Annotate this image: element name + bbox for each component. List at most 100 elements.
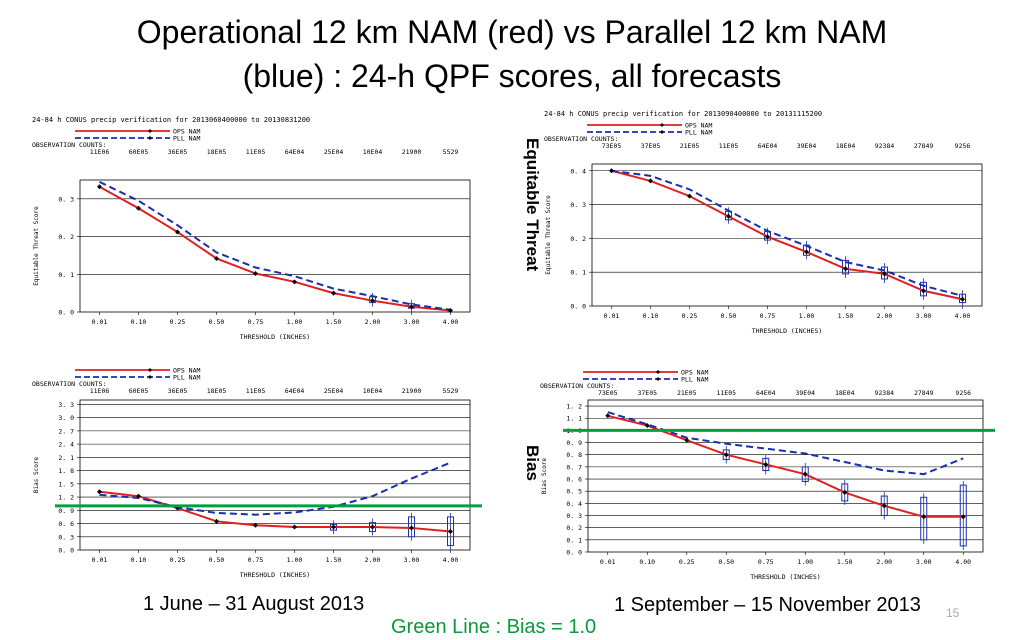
x-axis-label: THRESHOLD (INCHES) bbox=[752, 327, 822, 335]
data-point bbox=[253, 522, 258, 528]
series-line-pll bbox=[99, 461, 451, 516]
x-tick-label: 3.00 bbox=[404, 556, 420, 564]
y-tick-label: 0. 3 bbox=[58, 195, 74, 203]
data-point bbox=[97, 489, 102, 495]
data-point bbox=[409, 525, 414, 531]
y-tick-label: 0. 1 bbox=[58, 271, 74, 279]
y-tick-label: 3. 0 bbox=[58, 414, 74, 422]
y-tick-label: 0. 1 bbox=[566, 536, 582, 544]
y-tick-label: 0. 0 bbox=[566, 549, 582, 557]
obs-count: 73E05 bbox=[602, 142, 622, 150]
x-tick-label: 2.00 bbox=[877, 312, 893, 320]
x-tick-label: 0.10 bbox=[131, 556, 147, 564]
obs-count: 36E05 bbox=[168, 387, 188, 395]
x-tick-label: 0.50 bbox=[718, 558, 734, 566]
legend-label: PLL NAM bbox=[685, 129, 712, 137]
row-label-equitable-threat: Equitable Threat bbox=[523, 138, 542, 272]
x-tick-label: 1.00 bbox=[799, 312, 815, 320]
legend-label: PLL NAM bbox=[173, 135, 200, 143]
obs-count: 10E04 bbox=[363, 387, 383, 395]
obs-count: 18E05 bbox=[207, 387, 227, 395]
obs-count: 60E05 bbox=[129, 387, 149, 395]
x-tick-label: 3.00 bbox=[916, 312, 932, 320]
y-tick-label: 1. 5 bbox=[58, 480, 74, 488]
box-plot bbox=[920, 496, 928, 541]
obs-count: 64E04 bbox=[285, 387, 305, 395]
data-point bbox=[921, 514, 927, 520]
x-tick-label: 0.10 bbox=[639, 558, 655, 566]
y-tick-label: 1. 8 bbox=[58, 467, 74, 475]
data-point bbox=[804, 249, 809, 255]
series-line-pll bbox=[611, 169, 963, 297]
obs-count: 64E04 bbox=[758, 142, 778, 150]
obs-count: 92384 bbox=[874, 389, 894, 397]
x-tick-label: 0.01 bbox=[600, 558, 616, 566]
x-tick-label: 0.50 bbox=[209, 556, 225, 564]
x-tick-label: 1.50 bbox=[326, 318, 342, 326]
data-point bbox=[605, 413, 611, 419]
x-tick-label: 0.50 bbox=[721, 312, 737, 320]
chart-title: 24-84 h CONUS precip verification for 20… bbox=[32, 116, 310, 124]
x-tick-label: 2.00 bbox=[365, 556, 381, 564]
y-axis-label: Bias Score bbox=[541, 458, 548, 495]
box-plot bbox=[959, 484, 967, 547]
obs-count: 36E05 bbox=[168, 148, 188, 156]
x-tick-label: 0.75 bbox=[760, 312, 776, 320]
x-tick-label: 0.75 bbox=[758, 558, 774, 566]
x-tick-label: 1.50 bbox=[326, 556, 342, 564]
x-tick-label: 0.10 bbox=[643, 312, 659, 320]
plot-frame bbox=[79, 399, 471, 551]
obs-count: 37E05 bbox=[637, 389, 657, 397]
data-point bbox=[765, 234, 770, 240]
data-point bbox=[726, 213, 731, 219]
y-tick-label: 0. 3 bbox=[566, 512, 582, 520]
y-tick-label: 0. 2 bbox=[570, 235, 586, 243]
obs-count: 27849 bbox=[914, 389, 934, 397]
y-tick-label: 0. 9 bbox=[566, 439, 582, 447]
plot-frame bbox=[591, 163, 983, 307]
y-tick-label: 0. 1 bbox=[570, 269, 586, 277]
x-tick-label: 0.75 bbox=[248, 318, 264, 326]
legend-marker bbox=[660, 130, 664, 134]
y-tick-label: 3. 3 bbox=[58, 401, 74, 409]
y-tick-label: 0. 6 bbox=[566, 476, 582, 484]
series-line-ops bbox=[611, 169, 963, 301]
y-tick-label: 0. 5 bbox=[566, 488, 582, 496]
data-point bbox=[648, 178, 653, 184]
y-tick-label: 0. 3 bbox=[570, 201, 586, 209]
obs-count: 11E06 bbox=[90, 148, 110, 156]
y-tick-label: 1. 2 bbox=[566, 403, 582, 411]
obs-count: 10E04 bbox=[363, 148, 383, 156]
obs-count: 64E04 bbox=[756, 389, 776, 397]
obs-count: 11E05 bbox=[719, 142, 739, 150]
y-tick-label: 0. 2 bbox=[58, 233, 74, 241]
legend-label: PLL NAM bbox=[173, 374, 200, 382]
data-point bbox=[960, 514, 966, 520]
x-tick-label: 1.50 bbox=[838, 312, 854, 320]
data-point bbox=[214, 255, 219, 261]
data-point bbox=[842, 489, 848, 495]
obs-counts-label: OBSERVATION COUNTS: bbox=[544, 135, 618, 143]
x-tick-label: 2.00 bbox=[876, 558, 892, 566]
bias-chart-fall: OPS NAM PLL NAM OBSERVATION COUNTS: 73E05 37… bbox=[538, 362, 995, 582]
data-point bbox=[763, 461, 769, 467]
legend-marker bbox=[656, 377, 660, 381]
x-tick-label: 4.00 bbox=[955, 312, 971, 320]
data-point bbox=[960, 296, 965, 302]
data-point bbox=[921, 288, 926, 294]
obs-count: 21900 bbox=[402, 387, 422, 395]
y-tick-label: 0. 0 bbox=[58, 309, 74, 317]
data-point bbox=[843, 266, 848, 272]
x-tick-label: 1.50 bbox=[837, 558, 853, 566]
x-tick-label: 3.00 bbox=[916, 558, 932, 566]
legend-label: OPS NAM bbox=[685, 122, 712, 130]
obs-count: 21E05 bbox=[680, 142, 700, 150]
obs-count: 5529 bbox=[443, 148, 459, 156]
data-point bbox=[687, 193, 692, 199]
x-tick-label: 0.25 bbox=[682, 312, 698, 320]
obs-count: 37E05 bbox=[641, 142, 661, 150]
obs-count: 11E05 bbox=[246, 148, 266, 156]
legend-label: OPS NAM bbox=[173, 128, 200, 136]
